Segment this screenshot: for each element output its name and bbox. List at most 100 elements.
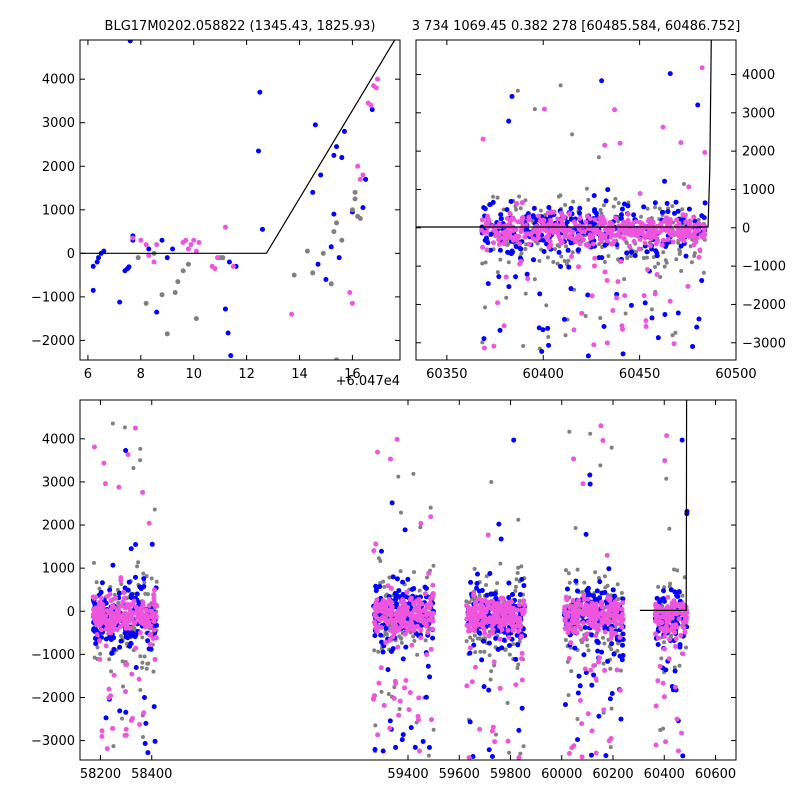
data-point xyxy=(562,702,568,708)
x-tick-label: 60400 xyxy=(523,367,564,382)
data-point xyxy=(617,653,623,659)
data-point xyxy=(531,205,537,211)
data-point xyxy=(175,279,181,285)
data-point xyxy=(375,732,381,738)
data-point xyxy=(584,587,590,593)
data-point xyxy=(682,629,688,635)
data-point xyxy=(556,233,562,239)
data-point xyxy=(573,578,579,584)
data-point xyxy=(497,636,503,642)
data-point xyxy=(564,613,570,619)
data-point xyxy=(660,680,666,686)
data-point xyxy=(665,236,671,242)
data-point xyxy=(627,243,633,249)
data-point xyxy=(645,267,651,273)
data-point xyxy=(599,255,605,261)
data-point xyxy=(368,102,374,108)
data-point xyxy=(103,715,109,721)
data-point xyxy=(486,687,492,693)
data-point xyxy=(404,589,410,595)
data-point xyxy=(514,584,519,589)
data-point xyxy=(411,471,416,476)
data-point xyxy=(616,219,621,224)
data-point xyxy=(492,227,498,233)
data-point xyxy=(117,299,123,305)
data-point xyxy=(674,716,680,722)
data-point xyxy=(517,241,523,247)
data-point xyxy=(506,594,512,600)
data-point xyxy=(676,602,682,608)
data-point xyxy=(355,163,361,169)
data-point xyxy=(135,564,140,569)
data-point xyxy=(404,608,410,614)
data-point xyxy=(468,620,474,626)
data-point xyxy=(573,526,578,531)
data-point xyxy=(516,517,521,522)
data-point xyxy=(489,624,495,630)
data-point xyxy=(593,676,599,682)
data-point xyxy=(151,704,157,710)
data-point xyxy=(406,707,412,713)
data-point xyxy=(675,748,681,754)
data-point xyxy=(138,446,143,451)
data-point xyxy=(409,610,415,616)
y-ticks: −2000 −1000 0 1000 2000 3000 4000 xyxy=(31,73,400,349)
data-point xyxy=(581,237,587,243)
data-point xyxy=(484,247,490,253)
data-point xyxy=(138,586,144,592)
data-point xyxy=(525,276,531,282)
data-point xyxy=(151,587,157,593)
data-point xyxy=(569,669,574,674)
data-point xyxy=(516,602,522,608)
data-point xyxy=(675,568,680,573)
data-point xyxy=(601,324,607,330)
data-point xyxy=(482,649,487,654)
data-point xyxy=(605,658,611,664)
data-point xyxy=(464,616,470,622)
data-point xyxy=(613,233,619,239)
data-point xyxy=(620,642,626,648)
data-point xyxy=(613,621,619,627)
data-point xyxy=(144,666,149,671)
data-point xyxy=(257,89,263,95)
data-point xyxy=(676,616,682,622)
data-point xyxy=(312,122,318,128)
data-point xyxy=(681,181,686,186)
data-point xyxy=(550,229,556,235)
data-point xyxy=(129,671,135,677)
data-point xyxy=(109,617,115,623)
data-point xyxy=(695,102,701,108)
data-point xyxy=(514,617,520,623)
data-point xyxy=(653,205,658,210)
data-point xyxy=(101,248,107,254)
data-point xyxy=(328,244,334,250)
data-point xyxy=(379,689,384,694)
data-point xyxy=(140,635,145,640)
data-point xyxy=(506,643,512,649)
data-point xyxy=(122,585,128,591)
data-point xyxy=(480,340,485,345)
data-point xyxy=(132,574,138,580)
data-point xyxy=(518,206,523,211)
data-point xyxy=(577,683,583,689)
data-point xyxy=(681,625,687,631)
data-point xyxy=(431,563,436,568)
data-point xyxy=(414,598,420,604)
data-point xyxy=(148,623,154,629)
data-point xyxy=(618,716,624,722)
y-tick-label: −2000 xyxy=(31,691,75,706)
data-point xyxy=(582,580,587,585)
data-point xyxy=(379,625,385,631)
data-point xyxy=(584,213,590,219)
data-point xyxy=(562,617,568,623)
data-point xyxy=(628,249,634,255)
data-point xyxy=(289,311,295,317)
data-point xyxy=(513,588,518,593)
data-point xyxy=(516,727,522,733)
data-point xyxy=(467,600,472,605)
data-point xyxy=(599,617,605,623)
data-point xyxy=(662,178,668,184)
data-point xyxy=(662,312,668,318)
data-point xyxy=(637,236,643,242)
data-point xyxy=(426,744,432,750)
